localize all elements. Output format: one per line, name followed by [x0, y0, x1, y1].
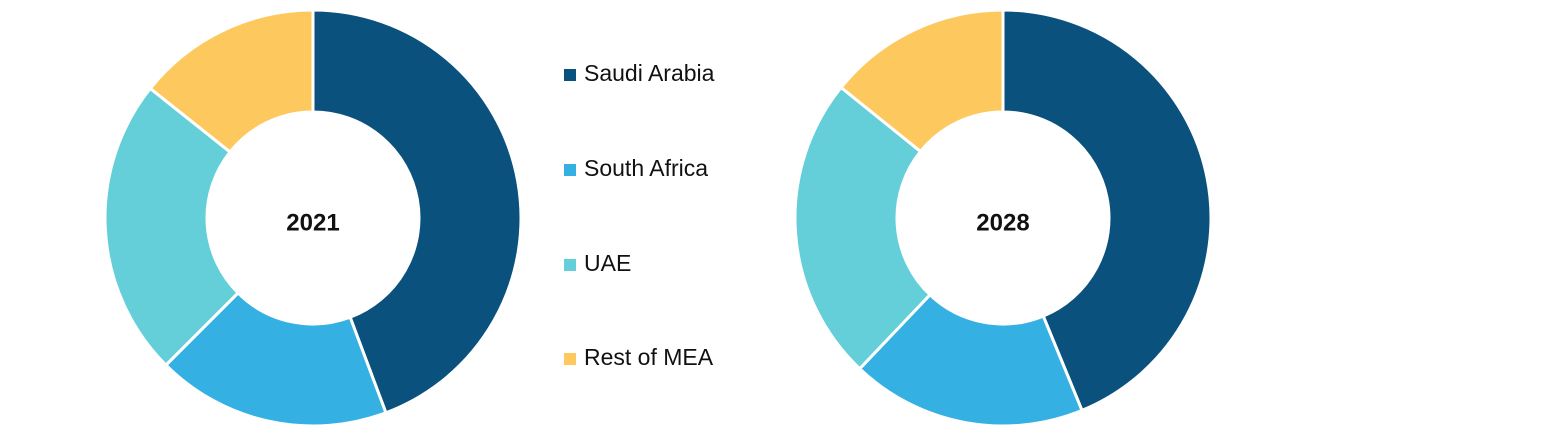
legend-label: Saudi Arabia [584, 60, 715, 86]
donut-slice [838, 8, 1005, 154]
legend-swatch [564, 259, 576, 271]
center-label: 2028 [976, 209, 1029, 236]
donut-slice [148, 8, 315, 155]
legend-label: South Africa [584, 155, 708, 181]
center-label: 2021 [286, 209, 339, 236]
legend-swatch [564, 69, 576, 81]
donut-slice [103, 86, 241, 368]
donut-slice [311, 8, 523, 415]
legend-swatch [564, 164, 576, 176]
donut-slice [1001, 8, 1213, 413]
donut-slice [857, 292, 1084, 428]
donut-slice [163, 290, 388, 428]
legend-label: Rest of MEA [584, 344, 714, 370]
donut-slice [793, 85, 933, 371]
legend-swatch [564, 353, 576, 365]
legend-label: UAE [584, 250, 631, 276]
